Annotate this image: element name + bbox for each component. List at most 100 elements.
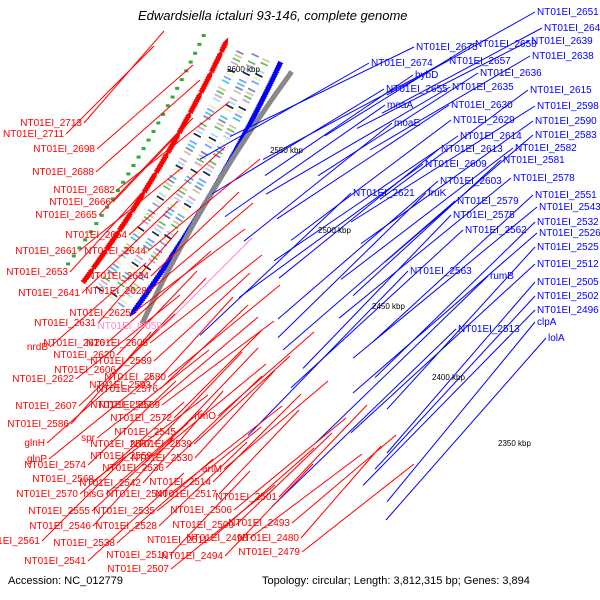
label-connector-line xyxy=(158,441,248,527)
gene-label-forward: NT01EI_2628 xyxy=(85,286,147,297)
gene-label-forward: nrdB xyxy=(27,342,48,353)
gene-label-forward: NT01EI_2626 xyxy=(43,338,105,349)
feature-band-segment xyxy=(260,61,269,67)
feature-band-segment xyxy=(236,82,245,88)
label-connector-line xyxy=(291,434,397,524)
gene-label-reverse: NT01EI_2675 xyxy=(416,42,478,53)
tick-label: 2500 kbp xyxy=(318,226,351,235)
gene-label-forward: NT01EI_2510 xyxy=(106,550,168,561)
label-connector-line xyxy=(386,246,536,410)
feature-band-segment xyxy=(156,195,165,202)
feature-band-segment xyxy=(192,188,201,195)
label-connector-line xyxy=(233,417,347,511)
gene-label-reverse: NT01EI_2598 xyxy=(537,101,599,112)
feature-band-segment xyxy=(251,80,260,86)
feature-band-segment xyxy=(189,139,198,146)
rna-marker xyxy=(83,238,88,242)
rna-marker xyxy=(146,138,151,142)
feature-band-segment xyxy=(97,282,106,289)
label-connector-line xyxy=(350,263,536,434)
label-connector-line xyxy=(169,470,251,556)
rna-marker xyxy=(121,180,126,184)
rna-marker xyxy=(66,262,71,266)
feature-band-segment xyxy=(173,196,182,202)
feature-band-segment xyxy=(185,199,194,205)
feature-band-segment xyxy=(232,116,241,123)
gene-label-reverse: moaE xyxy=(394,118,420,129)
rna-marker xyxy=(151,130,156,134)
feature-band-segment xyxy=(242,71,251,77)
feature-band-segment xyxy=(203,114,211,121)
feature-band-segment xyxy=(247,87,256,93)
feature-band-segment xyxy=(119,298,128,305)
label-connector-line xyxy=(276,104,450,220)
gene-label-reverse: NT01EI_2525 xyxy=(537,242,599,253)
label-connector-line xyxy=(217,331,315,417)
feature-band-segment xyxy=(193,132,202,139)
forward-gene-arrow xyxy=(80,276,88,285)
feature-band-segment xyxy=(175,164,184,170)
feature-band-segment xyxy=(130,236,138,243)
feature-band-segment xyxy=(159,240,168,247)
accession-label: Accession: NC_012779 xyxy=(8,575,123,587)
gene-label-forward: NT01EI_2572 xyxy=(110,413,172,424)
feature-band-segment xyxy=(196,181,205,188)
feature-band-segment xyxy=(131,281,140,288)
gene-label-forward: NT01EI_2711 xyxy=(3,129,64,140)
label-connector-line xyxy=(278,404,368,498)
label-connector-line xyxy=(150,191,240,277)
tick-label: 2550 kbp xyxy=(270,146,303,155)
label-connector-line xyxy=(167,284,281,378)
feature-band-segment xyxy=(100,279,108,286)
feature-band-segment xyxy=(256,69,265,75)
label-connector-line xyxy=(169,405,283,495)
feature-band-segment xyxy=(204,143,213,149)
feature-band-segment xyxy=(185,146,194,153)
rna-marker xyxy=(115,189,120,193)
label-connector-line xyxy=(324,43,474,137)
feature-band-segment xyxy=(117,301,125,308)
feature-band-segment xyxy=(107,269,115,276)
feature-band-segment xyxy=(227,68,236,74)
label-connector-line xyxy=(153,272,251,362)
gene-label-forward: NT01EI_2570 xyxy=(16,489,78,500)
label-connector-line xyxy=(153,363,267,457)
label-connector-line xyxy=(81,200,179,294)
label-connector-line xyxy=(96,64,194,150)
feature-band-segment xyxy=(133,258,142,264)
rna-marker xyxy=(94,222,99,226)
gene-label-reverse: rumB xyxy=(490,271,514,282)
label-connector-line xyxy=(78,166,184,252)
gene-label-forward: glnP xyxy=(27,454,47,465)
gene-label-forward: rimO xyxy=(194,411,216,422)
feature-band-segment xyxy=(167,178,175,184)
feature-band-segment xyxy=(214,93,223,99)
gene-label-reverse: NT01EI_2674 xyxy=(371,58,433,69)
forward-gene-arrow xyxy=(208,64,216,74)
label-connector-line xyxy=(218,409,300,495)
gene-label-reverse: NT01EI_2502 xyxy=(537,291,599,302)
label-connector-line xyxy=(128,146,226,236)
feature-band-segment xyxy=(224,131,233,137)
feature-band-segment xyxy=(162,213,171,220)
feature-band-segment xyxy=(212,152,221,159)
rna-marker xyxy=(77,246,82,250)
feature-band-segment xyxy=(253,76,262,82)
label-connector-line xyxy=(264,74,414,177)
feature-band-segment xyxy=(140,247,149,254)
feature-band-segment xyxy=(220,114,228,121)
label-connector-line xyxy=(173,329,263,419)
feature-band-segment xyxy=(223,107,232,113)
gene-label-reverse: NT01EI_2636 xyxy=(480,68,542,79)
gene-label-reverse: NT01EI_2562 xyxy=(465,225,527,236)
feature-band-segment xyxy=(199,122,208,128)
gene-label-forward: NT01EI_2514 xyxy=(149,477,211,488)
rna-marker xyxy=(136,155,141,159)
label-connector-line xyxy=(277,192,427,338)
gene-label-forward: NT01EI_2698 xyxy=(33,144,95,155)
feature-band-segment xyxy=(179,185,188,192)
gene-label-forward: NT01EI_2539 xyxy=(130,439,192,450)
feature-band-segment xyxy=(194,161,203,167)
feature-band-segment xyxy=(134,229,143,236)
feature-band-segment xyxy=(251,52,260,58)
